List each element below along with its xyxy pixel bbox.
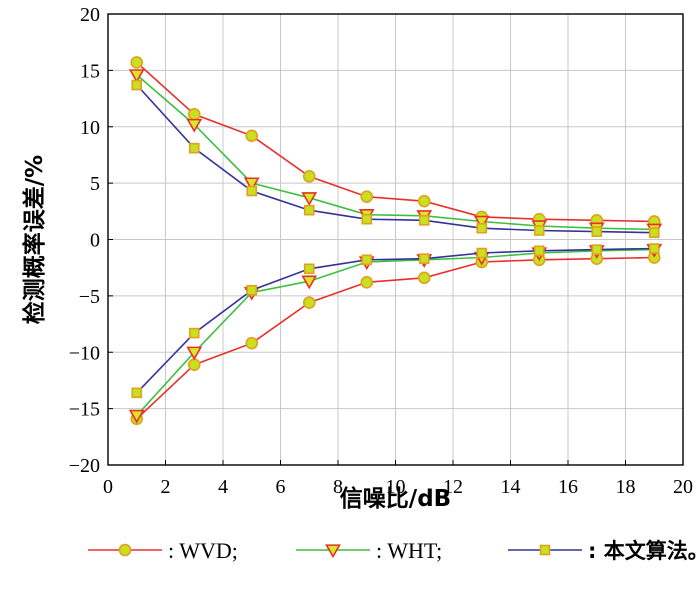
series-2-upper-point-3 <box>303 204 315 216</box>
series-layer <box>128 56 663 426</box>
x-tick-label-7: 14 <box>501 476 521 498</box>
series-0-lower-point-4 <box>360 276 374 289</box>
legend-entry-1: : WHT; <box>296 538 442 563</box>
y-tick-label-3: −5 <box>79 286 100 308</box>
series-2-upper-point-9 <box>648 227 660 239</box>
series-1-upper-line <box>136 74 655 231</box>
series-0-lower-line <box>136 256 655 420</box>
y-tick-label-7: 15 <box>80 60 100 82</box>
x-tick-label-2: 4 <box>218 476 228 498</box>
y-tick-label-4: 0 <box>90 230 100 252</box>
series-0-upper-point-2 <box>245 129 259 143</box>
legend-label-0: : WVD; <box>168 538 238 563</box>
series-0-upper-point-3 <box>302 170 316 183</box>
legend-marker-2 <box>539 544 551 556</box>
series-2-upper-point-7 <box>533 225 545 236</box>
series-2-lower-point-7 <box>533 245 545 257</box>
series-2-upper-point-4 <box>361 213 373 225</box>
series-0-upper-point-4 <box>360 190 374 203</box>
x-tick-label-8: 16 <box>558 476 578 498</box>
x-tick-label-3: 6 <box>276 476 286 498</box>
series-2-upper-line <box>136 84 655 234</box>
y-axis-title: 检测概率误差/% <box>21 155 48 324</box>
series-0-upper-point-5 <box>417 194 431 208</box>
series-2-lower-point-5 <box>418 253 430 264</box>
y-tick-label-2: −10 <box>69 342 100 364</box>
series-2-lower-point-0 <box>131 387 143 399</box>
x-tick-label-6: 12 <box>443 476 463 498</box>
series-2-upper-point-5 <box>418 215 430 226</box>
series-2-upper-point-0 <box>131 79 143 91</box>
series-1-lower-point-3 <box>301 275 318 290</box>
legend-entry-0: : WVD; <box>88 538 238 563</box>
series-0-upper-point-1 <box>187 108 201 121</box>
series-2-upper-point-1 <box>188 142 200 154</box>
series-2-lower-line <box>136 247 655 394</box>
series-2-lower-point-8 <box>591 244 603 255</box>
series-2 <box>131 79 660 399</box>
legend: : WVD; : WHT; : 本文算法。 <box>88 538 700 563</box>
series-0-lower-point-5 <box>417 271 431 285</box>
series-0-lower-point-3 <box>302 296 316 309</box>
series-2-upper-point-8 <box>591 226 603 237</box>
legend-marker-1 <box>325 544 341 559</box>
x-tick-label-5: 10 <box>386 476 406 498</box>
y-tick-label-0: −20 <box>69 455 100 477</box>
legend-marker-0 <box>118 543 132 557</box>
series-1-upper-point-0 <box>128 69 145 83</box>
x-tick-label-1: 2 <box>161 476 171 498</box>
series-2-lower-point-2 <box>246 284 258 296</box>
series-0-upper-point-0 <box>130 56 144 69</box>
series-1-upper-point-3 <box>301 192 318 206</box>
series-1-upper-point-1 <box>186 118 203 133</box>
series-0-lower-point-2 <box>245 336 259 350</box>
x-tick-label-4: 8 <box>333 476 343 498</box>
series-0-upper-line <box>136 61 655 223</box>
series-1-lower-line <box>136 248 655 416</box>
series-2-lower-point-6 <box>476 247 488 259</box>
series-1-lower-point-0 <box>128 409 145 424</box>
y-tick-label-1: −15 <box>69 399 100 421</box>
x-tick-label-0: 0 <box>103 476 113 498</box>
legend-label-1: : WHT; <box>376 538 442 563</box>
x-axis-title: 信噪比/dB <box>340 485 451 512</box>
series-2-lower-point-3 <box>303 263 315 275</box>
y-tick-label-8: 20 <box>80 4 100 26</box>
series-2-upper-point-2 <box>246 185 258 197</box>
y-tick-label-6: 10 <box>80 117 100 139</box>
legend-entry-2: : 本文算法。 <box>508 539 700 563</box>
series-2-lower-point-1 <box>188 327 200 339</box>
x-tick-label-10: 20 <box>673 476 693 498</box>
x-tick-label-9: 18 <box>616 476 636 498</box>
series-1-lower-point-1 <box>186 346 203 361</box>
series-2-lower-point-4 <box>361 254 373 266</box>
series-1-upper-point-6 <box>473 215 490 230</box>
series-2-lower-point-9 <box>648 243 660 254</box>
series-0-lower-point-1 <box>187 358 201 371</box>
legend-label-2: : 本文算法。 <box>588 539 700 563</box>
ticks: 0 2 4 6 8 10 12 14 16 18 20 −20 −15 −10 −5 0 5 10 15 20 <box>69 4 693 498</box>
grid <box>108 14 683 465</box>
y-tick-label-5: 5 <box>90 173 100 195</box>
series-1-upper-point-2 <box>243 177 260 192</box>
series-2-upper-point-6 <box>476 222 488 234</box>
